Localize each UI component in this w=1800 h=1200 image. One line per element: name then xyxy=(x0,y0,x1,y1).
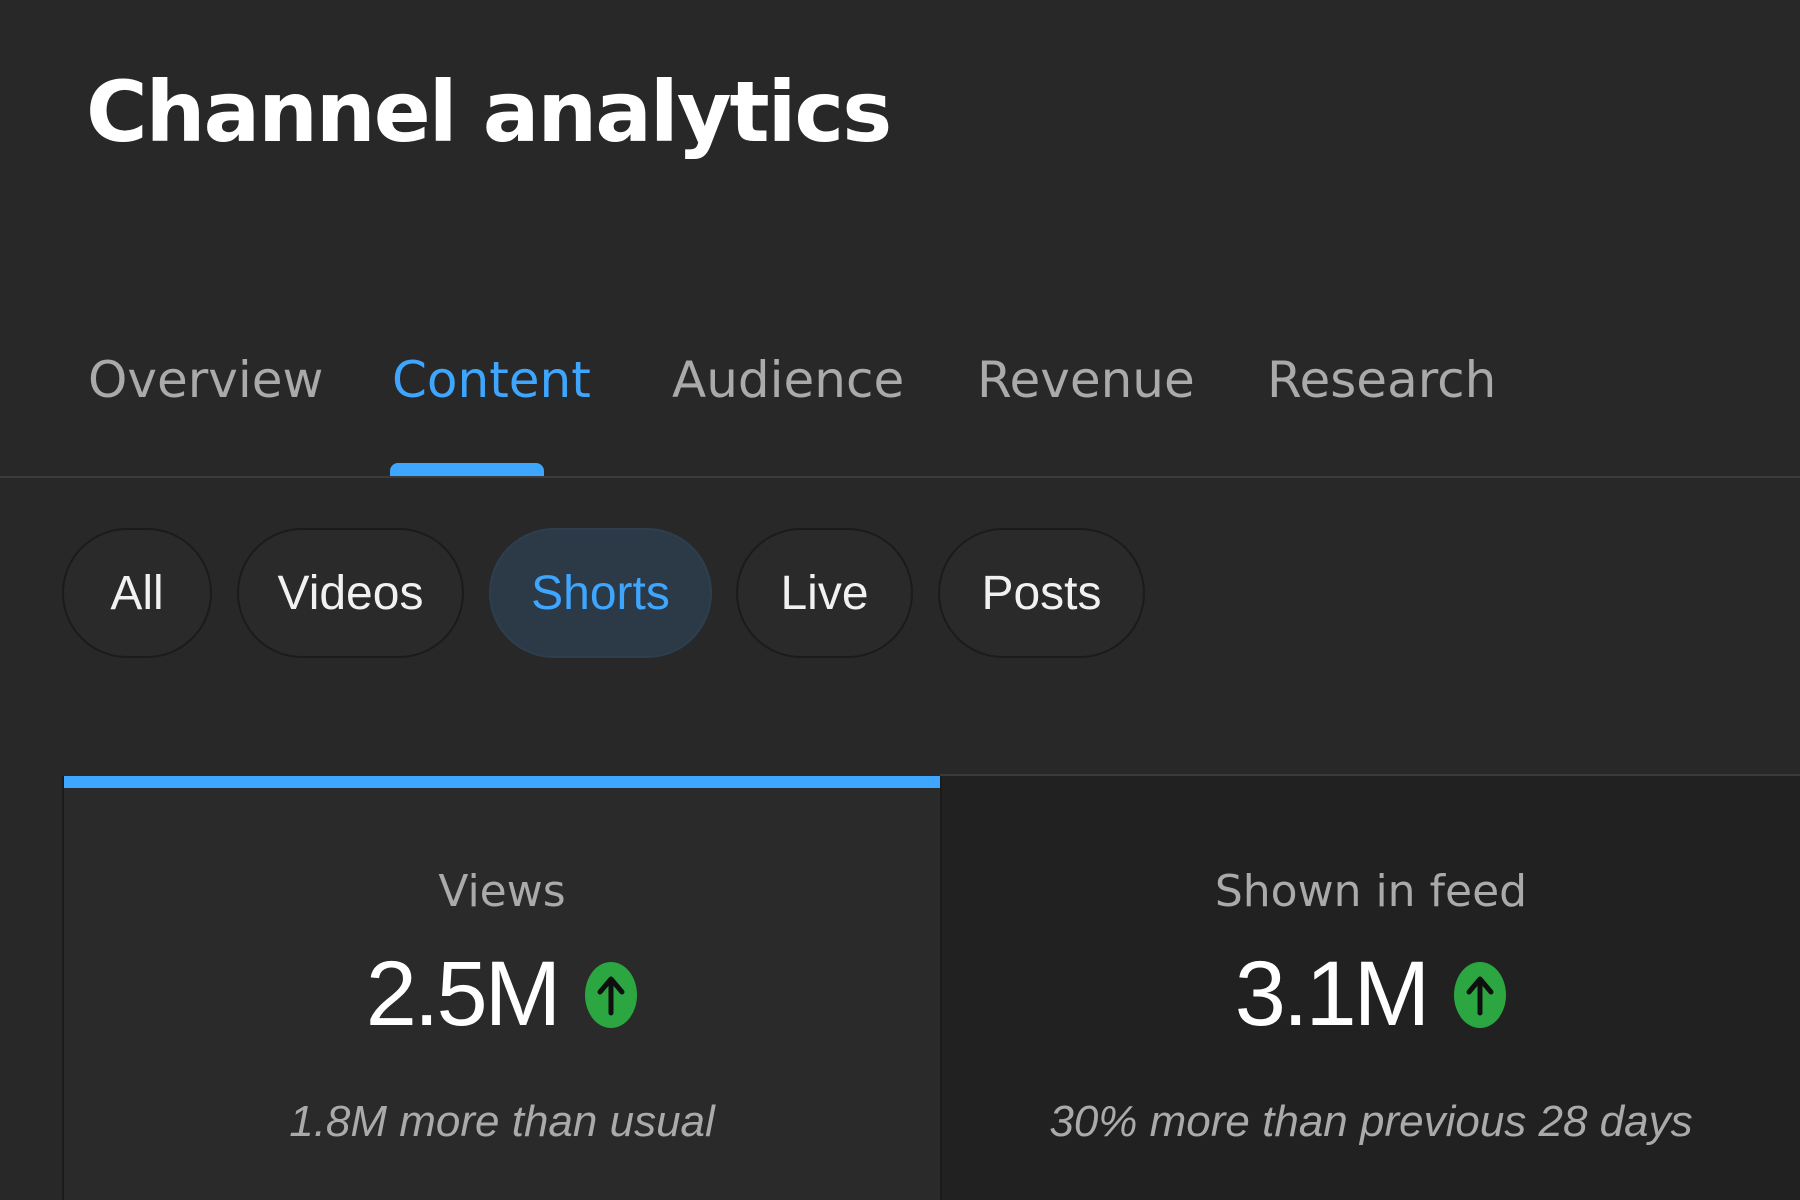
tab-content[interactable]: Content xyxy=(392,351,591,409)
metric-value: 3.1M xyxy=(1234,943,1431,1045)
active-tab-indicator xyxy=(390,463,544,476)
metric-value-row: 2.5M xyxy=(64,943,940,1045)
metric-cards-divider xyxy=(940,774,1800,776)
tab-overview[interactable]: Overview xyxy=(88,351,324,409)
metric-value: 2.5M xyxy=(365,943,562,1045)
tab-revenue[interactable]: Revenue xyxy=(977,351,1195,409)
page-title: Channel analytics xyxy=(86,63,892,161)
arrow-up-circle-icon xyxy=(585,961,638,1028)
filter-chip-videos[interactable]: Videos xyxy=(237,528,464,658)
metric-card-views[interactable]: Views 2.5M 1.8M more than usual xyxy=(62,776,942,1200)
analytics-tab-bar: Overview Content Audience Revenue Resear… xyxy=(0,330,1800,478)
metric-value-row: 3.1M xyxy=(942,943,1800,1045)
metric-card-shown-in-feed[interactable]: Shown in feed 3.1M 30% more than previou… xyxy=(942,776,1800,1200)
arrow-up-circle-icon xyxy=(1454,961,1507,1028)
filter-chip-all[interactable]: All xyxy=(62,528,212,658)
metric-label: Shown in feed xyxy=(1214,866,1528,917)
filter-chip-shorts[interactable]: Shorts xyxy=(489,528,712,658)
tab-audience[interactable]: Audience xyxy=(672,351,905,409)
metric-comparison-note: 30% more than previous 28 days xyxy=(1049,1097,1693,1146)
filter-chip-live[interactable]: Live xyxy=(736,528,913,658)
selected-card-indicator xyxy=(64,776,940,788)
metric-label: Views xyxy=(438,866,566,917)
metric-comparison-note: 1.8M more than usual xyxy=(289,1097,715,1146)
filter-chip-posts[interactable]: Posts xyxy=(938,528,1145,658)
tab-research[interactable]: Research xyxy=(1267,351,1497,409)
